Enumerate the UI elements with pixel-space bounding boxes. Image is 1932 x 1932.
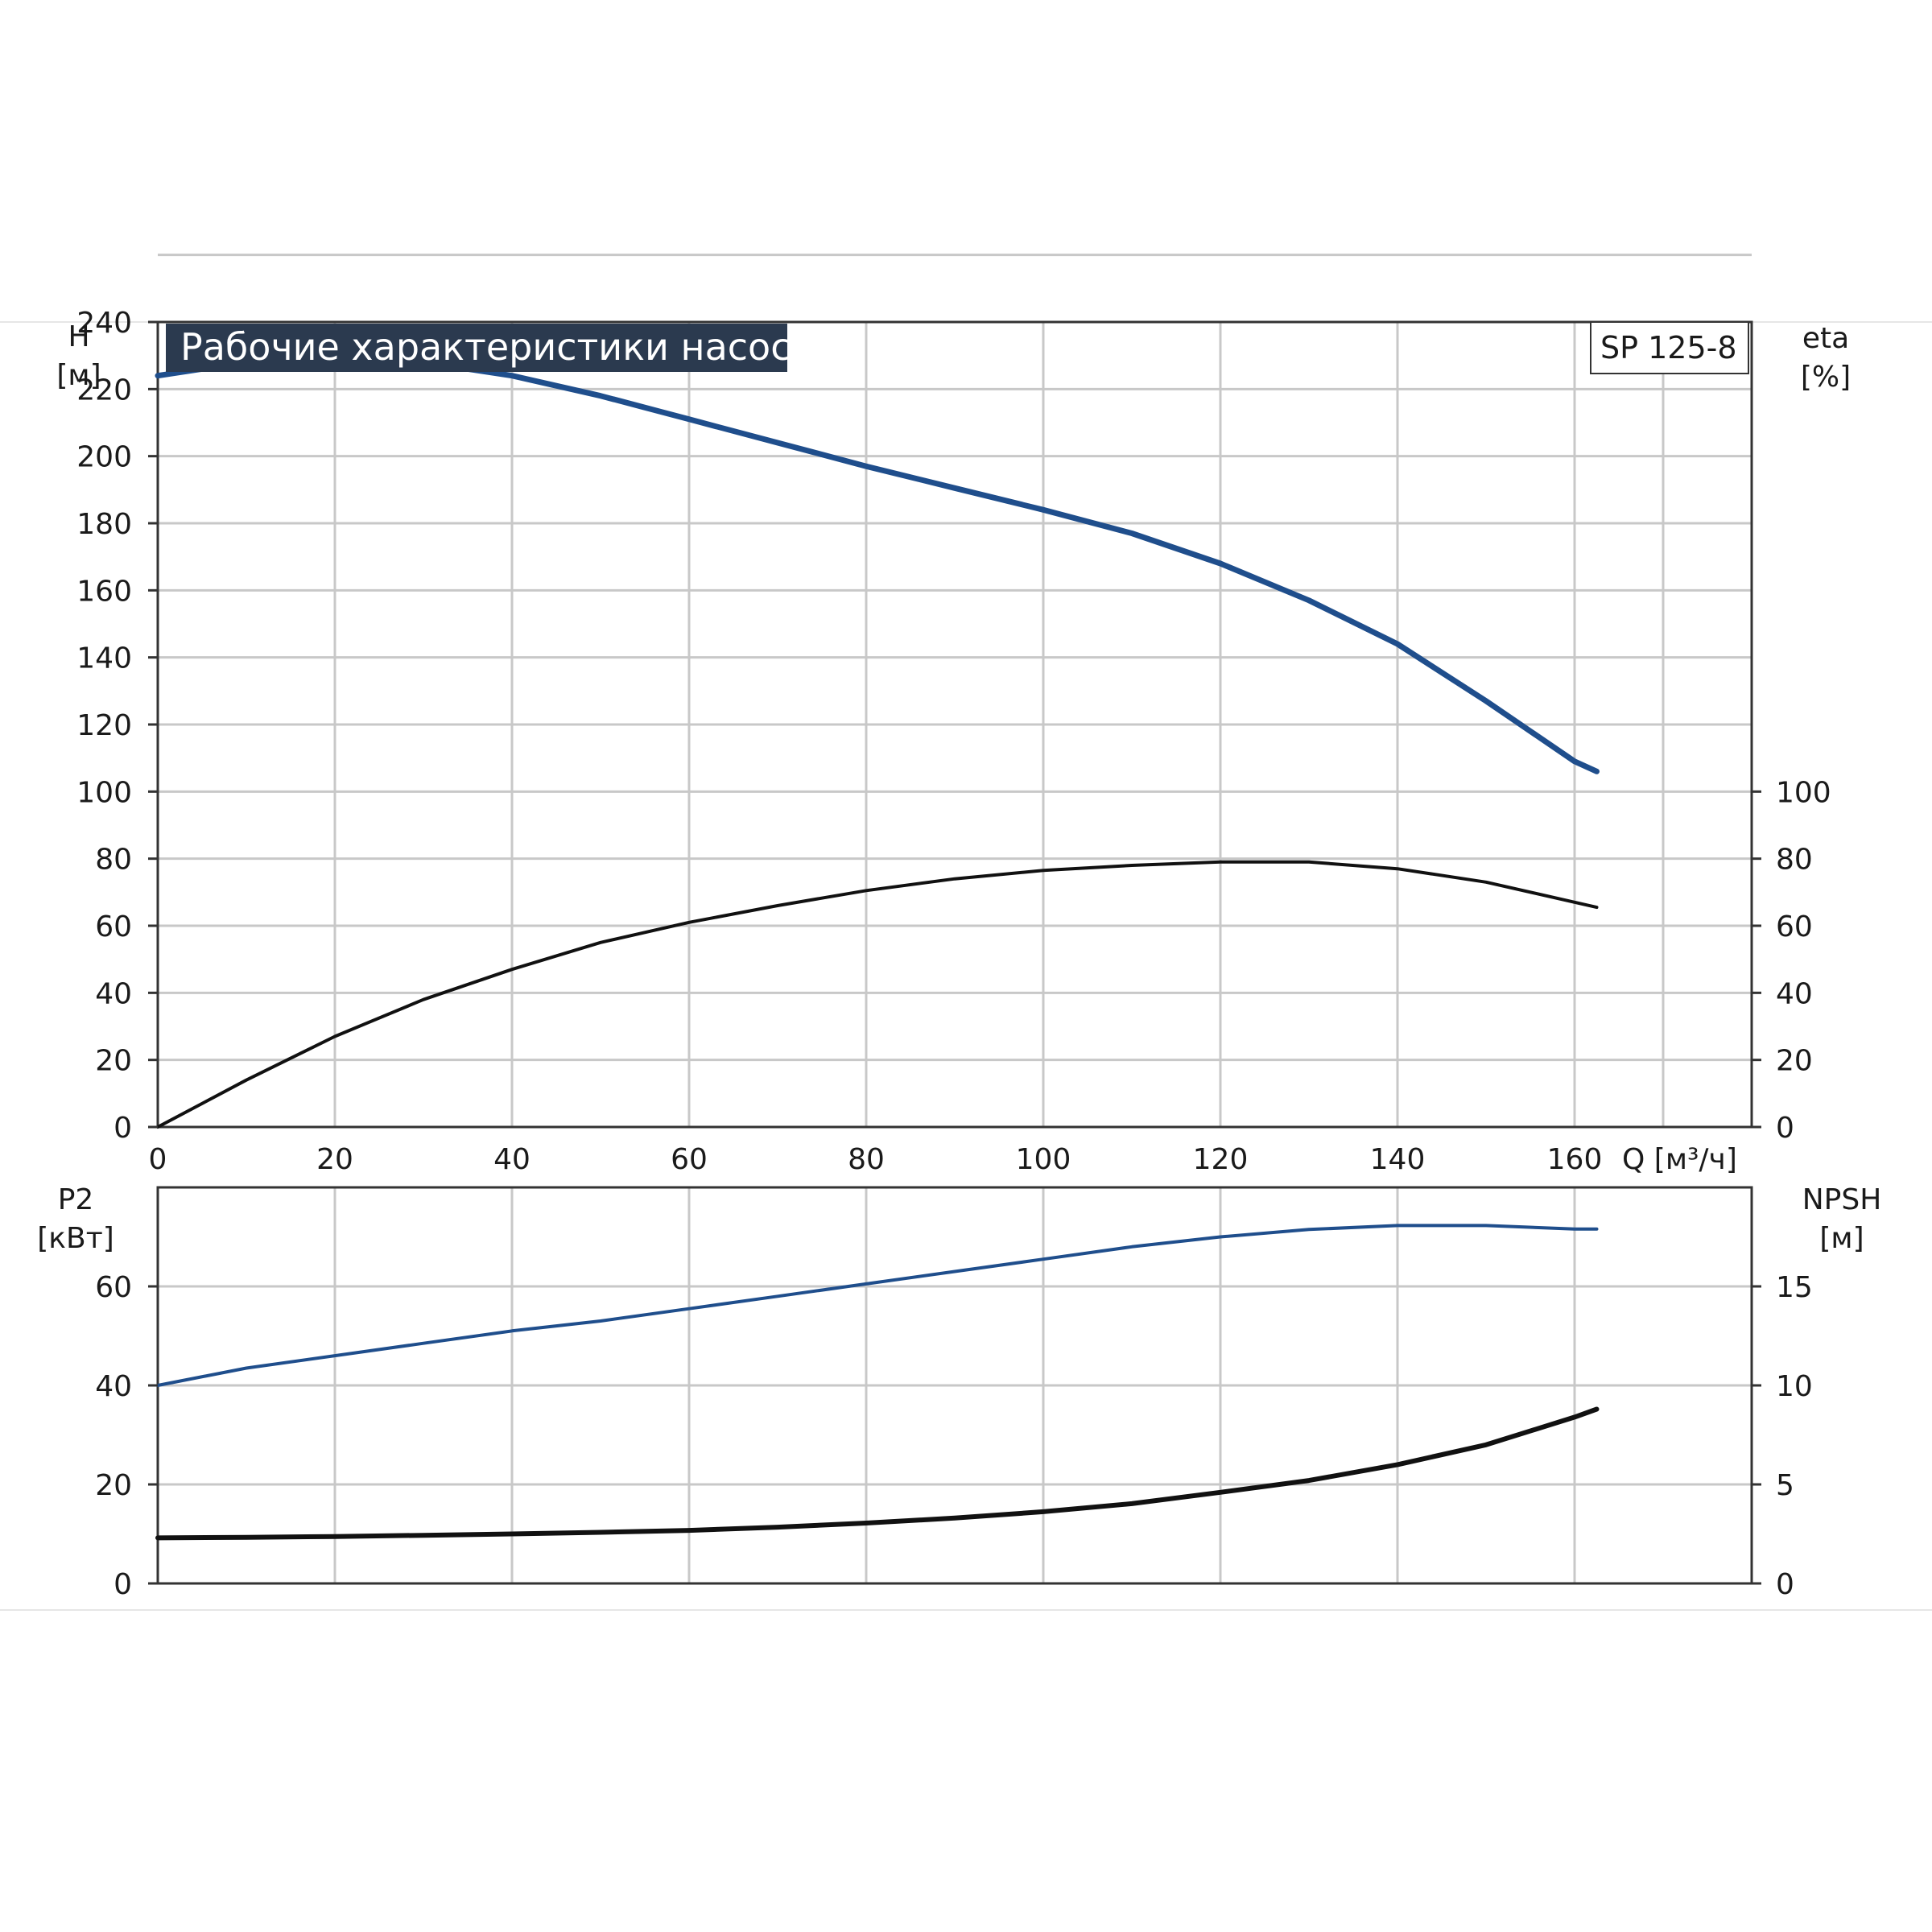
h-curve	[155, 354, 1600, 774]
h-axis-unit: [м]	[56, 359, 101, 392]
top-panel-grid	[156, 254, 1752, 1129]
npsh-axis-unit: [м]	[1819, 1222, 1864, 1255]
eta-tick-label: 40	[1776, 977, 1813, 1010]
x-tick-label: 20	[316, 1143, 353, 1176]
x-tick-label: 0	[149, 1143, 167, 1176]
h-tick-label: 180	[76, 508, 132, 541]
eta-tick-label: 100	[1776, 776, 1831, 809]
eta-curve	[156, 860, 1599, 1129]
npsh-tick-label: 0	[1776, 1568, 1794, 1601]
h-tick-label: 0	[114, 1112, 132, 1145]
h-tick-label: 140	[76, 642, 132, 675]
h-tick-label: 200	[76, 441, 132, 474]
tick-labels: 0 20 40 60 80 100 120 140 1600204060801001201401…	[76, 307, 1831, 1601]
model-label: SP 125-8	[1600, 330, 1737, 365]
p2-tick-label: 60	[95, 1271, 132, 1304]
eta-axis-unit: [%]	[1801, 361, 1851, 394]
bottom-panel-series	[155, 1224, 1600, 1541]
h-axis-label: H	[68, 320, 89, 353]
eta-tick-label: 20	[1776, 1045, 1813, 1078]
x-tick-label: 80	[848, 1143, 885, 1176]
npsh-tick-label: 15	[1776, 1271, 1813, 1304]
p2-axis-label: P2	[58, 1183, 94, 1216]
chart-title-box	[166, 324, 787, 372]
npsh-tick-label: 10	[1776, 1370, 1813, 1403]
npsh-curve	[155, 1406, 1600, 1541]
x-tick-label: 40	[493, 1143, 530, 1176]
h-tick-label: 40	[95, 977, 132, 1010]
eta-tick-label: 60	[1776, 910, 1813, 943]
eta-tick-label: 0	[1776, 1112, 1794, 1145]
p2-tick-label: 0	[114, 1568, 132, 1601]
h-tick-label: 20	[95, 1045, 132, 1078]
x-tick-label: 140	[1370, 1143, 1426, 1176]
h-tick-label: 80	[95, 844, 132, 877]
top-panel-series	[155, 354, 1600, 1129]
q-axis-label: Q [м³/ч]	[1622, 1143, 1737, 1176]
h-tick-label: 100	[76, 776, 132, 809]
eta-axis-label: eta	[1802, 322, 1849, 355]
p2-curve	[156, 1224, 1599, 1387]
x-tick-label: 120	[1193, 1143, 1249, 1176]
h-tick-label: 60	[95, 910, 132, 943]
p2-tick-label: 40	[95, 1370, 132, 1403]
bottom-panel-grid	[156, 1187, 1752, 1585]
h-tick-label: 160	[76, 575, 132, 608]
x-tick-label: 100	[1016, 1143, 1071, 1176]
model-box	[1590, 321, 1749, 374]
h-tick-label: 240	[76, 307, 132, 340]
eta-tick-label: 80	[1776, 844, 1813, 877]
x-tick-label: 60	[671, 1143, 708, 1176]
h-tick-label: 220	[76, 374, 132, 407]
p2-axis-unit: [кВт]	[37, 1222, 114, 1255]
h-tick-label: 120	[76, 709, 132, 742]
npsh-axis-label: NPSH	[1802, 1183, 1882, 1216]
p2-tick-label: 20	[95, 1469, 132, 1502]
x-tick-label: 160	[1547, 1143, 1603, 1176]
npsh-tick-label: 5	[1776, 1469, 1794, 1502]
chart-title: Рабочие характеристики насоса	[180, 325, 814, 369]
